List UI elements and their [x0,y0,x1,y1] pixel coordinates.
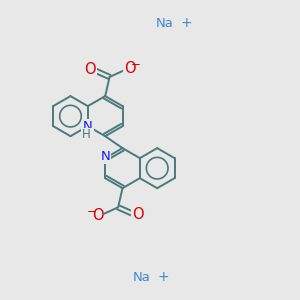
Text: Na: Na [132,271,150,284]
Text: +: + [158,270,169,284]
Text: −: − [131,58,141,71]
Text: O: O [132,207,144,222]
Text: H: H [82,128,91,142]
Text: Na: Na [156,17,174,30]
Text: O: O [124,61,136,76]
Text: O: O [92,208,103,223]
Text: N: N [83,120,93,133]
Text: N: N [100,150,110,163]
Text: −: − [87,205,97,218]
Text: +: + [181,16,193,30]
Text: O: O [84,62,95,77]
